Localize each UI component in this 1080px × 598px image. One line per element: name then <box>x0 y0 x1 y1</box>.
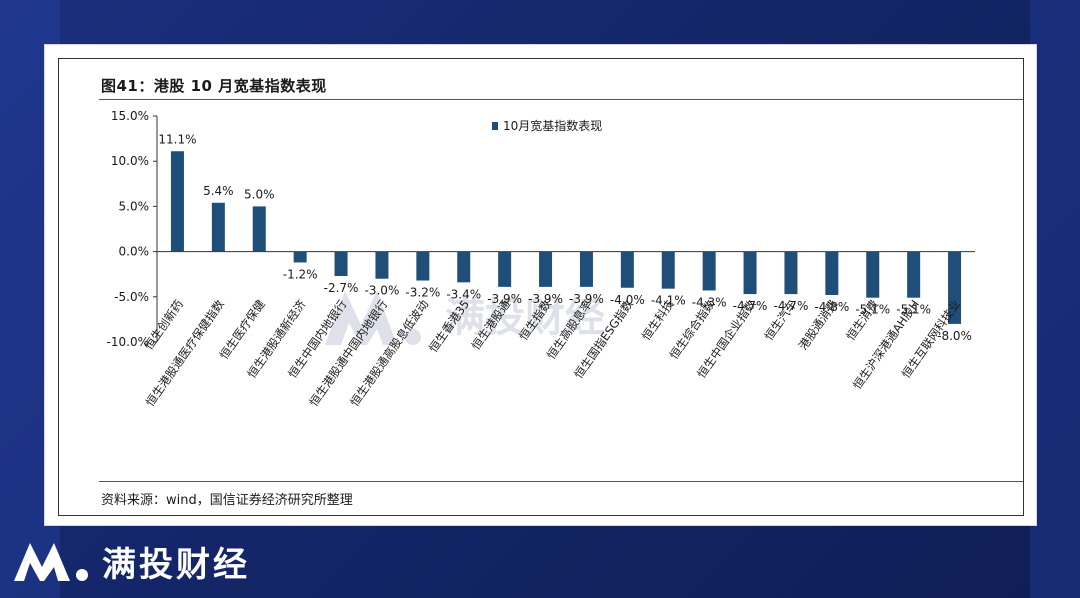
bar <box>743 251 757 295</box>
data-label: -2.7% <box>324 281 359 295</box>
brand-name: 满投财经 <box>102 544 250 585</box>
legend-label: 10月宽基指数表现 <box>503 118 602 133</box>
y-tick-label: 5.0% <box>119 199 150 213</box>
data-label: -4.8% <box>814 300 849 314</box>
title-divider <box>99 99 1023 100</box>
data-label: -4.7% <box>774 299 809 313</box>
bar <box>661 251 675 289</box>
data-label: -4.3% <box>692 295 727 309</box>
figure-frame <box>58 58 1024 516</box>
bar <box>620 251 634 288</box>
data-label: -1.2% <box>283 267 318 281</box>
bar <box>866 251 880 298</box>
data-label: -3.0% <box>365 284 400 298</box>
background-stripe-right <box>1030 0 1080 598</box>
bar <box>416 251 430 281</box>
bar <box>334 251 348 277</box>
data-label: -4.7% <box>733 299 768 313</box>
brand-mark-icon <box>14 543 88 581</box>
legend: 10月宽基指数表现 <box>492 118 602 133</box>
bar <box>211 202 225 252</box>
bar <box>375 251 389 279</box>
bar-chart: 满投财经 15.0% 10.0% 5.0% 0.0% -5.0% -10.0% 11.1%… <box>107 109 975 409</box>
y-tick-label: 10.0% <box>111 154 149 168</box>
watermark-logo-icon <box>325 291 397 345</box>
bar <box>579 251 593 287</box>
data-label: -3.2% <box>405 286 440 300</box>
watermark-text: 满投财经 <box>445 295 605 341</box>
data-labels: 11.1% 5.4% 5.0% -1.2% -2.7% -3.0% -3.2% -3.4% -3… <box>158 132 972 343</box>
bars <box>170 151 962 324</box>
y-tick-label: -10.0% <box>107 335 149 349</box>
data-label: -3.9% <box>487 292 522 306</box>
bar <box>498 251 512 287</box>
bar <box>907 251 921 298</box>
bar <box>825 251 839 295</box>
figure-panel: 图41：港股 10 月宽基指数表现 满投财经 15.0% 10.0% 5.0% 0.0… <box>44 44 1037 526</box>
bar <box>702 251 716 291</box>
data-label: -8.0% <box>937 329 972 343</box>
bar <box>293 251 307 263</box>
bar <box>252 206 266 252</box>
data-label: -3.9% <box>528 292 563 306</box>
data-label: 11.1% <box>158 132 196 146</box>
watermark: 满投财经 <box>325 291 605 345</box>
data-label: 5.4% <box>203 184 234 198</box>
data-label: -3.9% <box>569 292 604 306</box>
x-tick-label: 恒生港股通医疗保健指数 <box>143 297 227 409</box>
y-axis: 15.0% 10.0% 5.0% 0.0% -5.0% -10.0% <box>107 109 975 349</box>
bar <box>539 251 553 287</box>
data-label: 5.0% <box>244 187 275 201</box>
legend-swatch <box>492 122 498 130</box>
x-tick-label: 恒生港股通高股息低波动 <box>347 297 431 409</box>
bar <box>784 251 798 295</box>
data-label: -5.1% <box>896 303 931 317</box>
x-tick-label: 恒生创新药 <box>141 297 185 352</box>
data-label: -3.4% <box>446 287 481 301</box>
data-label: -5.1% <box>855 303 890 317</box>
source-note: 资料来源：wind，国信证券经济研究所整理 <box>101 493 353 508</box>
brand-logo: 满投财经 <box>10 533 250 589</box>
data-label: -4.1% <box>651 294 686 308</box>
bar <box>457 251 471 283</box>
y-tick-label: 15.0% <box>111 109 149 123</box>
bar <box>948 251 962 324</box>
data-label: -4.0% <box>610 293 645 307</box>
figure-title: 图41：港股 10 月宽基指数表现 <box>101 77 327 95</box>
bar <box>170 151 184 252</box>
watermark-dot-icon <box>405 329 421 345</box>
y-tick-label: -5.0% <box>114 290 149 304</box>
y-tick-label: 0.0% <box>119 245 150 259</box>
footer-divider <box>99 481 1023 482</box>
